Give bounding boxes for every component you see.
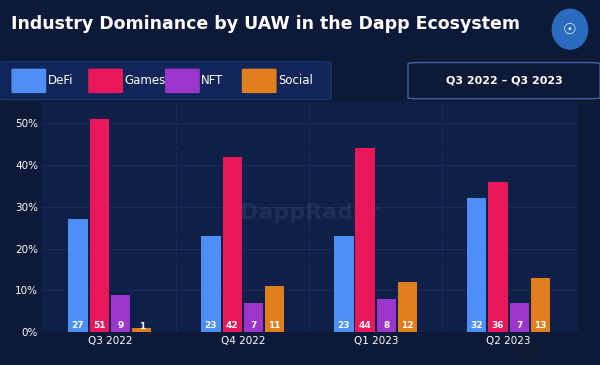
Text: 7: 7 [250, 320, 257, 330]
FancyBboxPatch shape [11, 69, 46, 93]
Text: DappRadar: DappRadar [240, 203, 379, 223]
Text: Social: Social [278, 74, 313, 87]
Text: 44: 44 [359, 320, 371, 330]
Bar [509, 303, 529, 332]
Text: 51: 51 [93, 320, 106, 330]
Bar [488, 182, 508, 332]
FancyBboxPatch shape [88, 69, 123, 93]
Bar [377, 299, 396, 332]
FancyBboxPatch shape [0, 62, 331, 100]
Bar [111, 295, 130, 332]
Bar [223, 157, 242, 332]
Text: 1: 1 [139, 322, 145, 331]
Text: 12: 12 [401, 320, 414, 330]
Text: NFT: NFT [201, 74, 223, 87]
Bar [201, 236, 221, 332]
Text: ☉: ☉ [563, 22, 577, 37]
Bar [68, 219, 88, 332]
Bar [265, 286, 284, 332]
Bar [355, 148, 375, 332]
Text: 金色财经: 金色财经 [516, 343, 540, 354]
Text: 9: 9 [118, 320, 124, 330]
Bar [531, 278, 550, 332]
FancyBboxPatch shape [242, 69, 277, 93]
Text: 11: 11 [268, 320, 281, 330]
Text: Industry Dominance by UAW in the Dapp Ecosystem: Industry Dominance by UAW in the Dapp Ec… [11, 15, 520, 33]
Text: Games: Games [124, 74, 166, 87]
Bar [132, 328, 151, 332]
Bar [334, 236, 353, 332]
Text: Q3 2022 – Q3 2023: Q3 2022 – Q3 2023 [446, 76, 562, 86]
Text: 36: 36 [492, 320, 504, 330]
Text: 23: 23 [205, 320, 217, 330]
Text: 42: 42 [226, 320, 239, 330]
Bar [467, 198, 487, 332]
FancyBboxPatch shape [165, 69, 200, 93]
Text: 8: 8 [383, 320, 389, 330]
Bar [89, 119, 109, 332]
Text: 13: 13 [535, 320, 547, 330]
Text: 23: 23 [338, 320, 350, 330]
Bar [244, 303, 263, 332]
Text: 7: 7 [516, 320, 523, 330]
Bar [398, 282, 418, 332]
Circle shape [553, 9, 587, 49]
Text: DeFi: DeFi [47, 74, 73, 87]
Text: 32: 32 [470, 320, 483, 330]
Text: 27: 27 [72, 320, 85, 330]
